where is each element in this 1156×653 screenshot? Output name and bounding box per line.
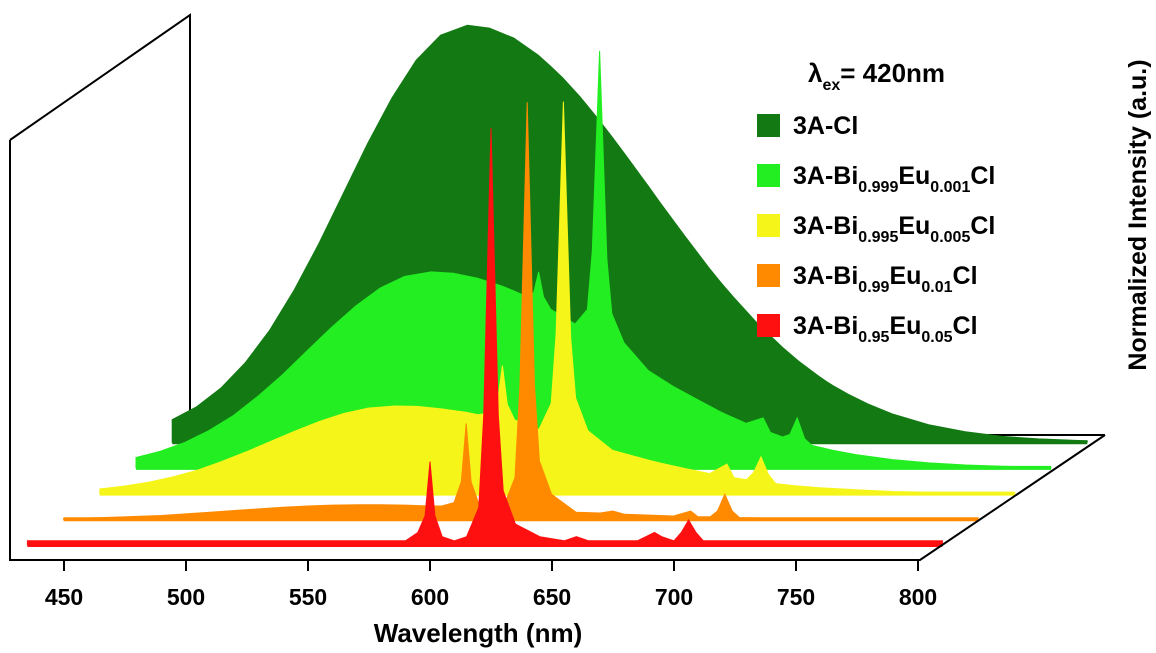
legend-label: 3A-Bi0.95Eu0.05Cl: [793, 312, 978, 346]
y-axis-title: Normalized Intensity (a.u.): [1124, 59, 1152, 370]
frame-front: [9, 140, 1106, 561]
legend-swatch: [757, 114, 780, 137]
legend-label: 3A-Cl: [793, 112, 858, 140]
legend-label: 3A-Bi0.995Eu0.005Cl: [793, 212, 995, 246]
annotation: λex= 420nm: [808, 58, 945, 94]
x-tick-label: 550: [289, 584, 327, 610]
x-tick-label: 500: [167, 584, 205, 610]
x-tick-label: 650: [533, 584, 571, 610]
spectrum-area: [135, 50, 1052, 469]
legend-label: 3A-Bi0.999Eu0.001Cl: [793, 162, 995, 196]
spectrum-area: [63, 102, 979, 520]
x-tick-label: 700: [655, 584, 693, 610]
front-frame: [9, 140, 1106, 561]
legend-label: 3A-Bi0.99Eu0.01Cl: [793, 262, 978, 296]
x-tick-label: 800: [899, 584, 937, 610]
legend-swatch: [757, 214, 780, 237]
x-axis-title: Wavelength (nm): [374, 618, 582, 648]
x-tick-label: 750: [777, 584, 815, 610]
spectrum-area: [99, 101, 1016, 495]
x-tick-label: 600: [411, 584, 449, 610]
layers: [26, 24, 1088, 547]
spectrum-area: [26, 127, 943, 546]
legend-swatch: [757, 314, 780, 337]
legend-swatch: [757, 164, 780, 187]
x-tick-label: 450: [45, 584, 83, 610]
legend-swatch: [757, 264, 780, 287]
